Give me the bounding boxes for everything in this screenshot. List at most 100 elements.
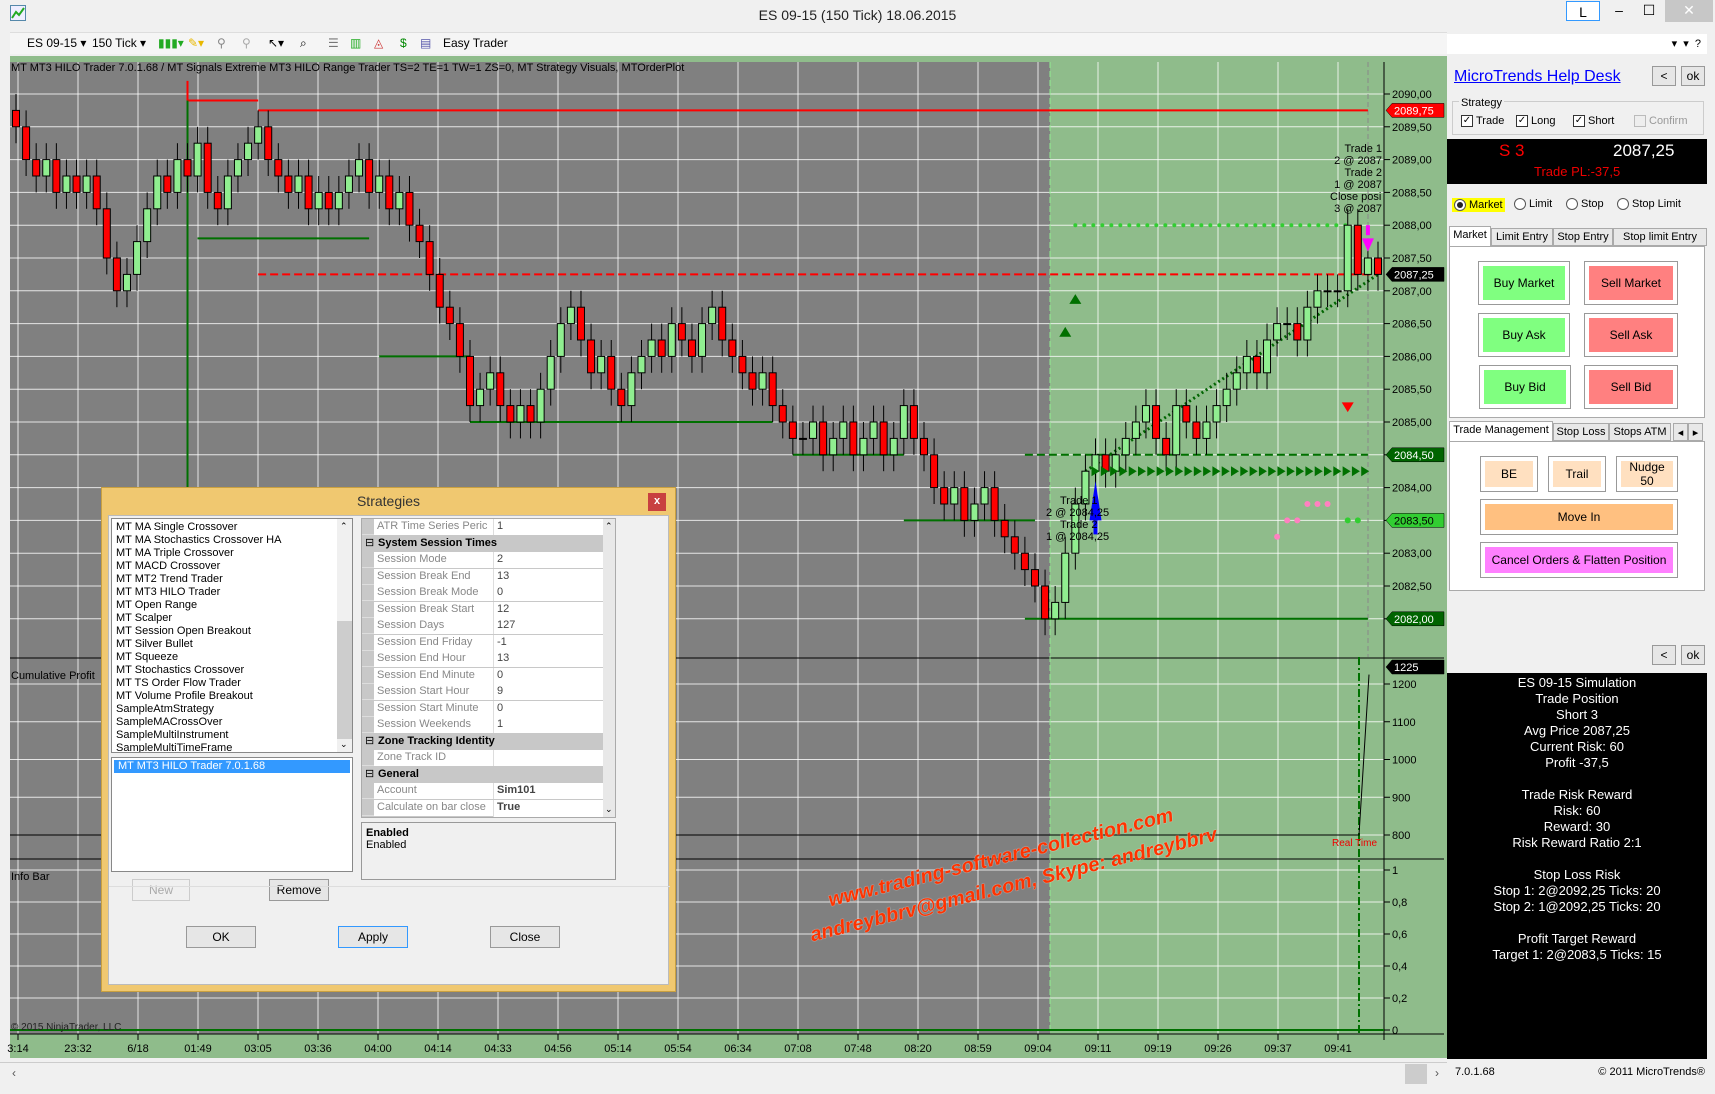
checkbox-confirm[interactable]: Confirm <box>1634 115 1688 128</box>
layout-button[interactable]: L <box>1566 1 1600 21</box>
property-row[interactable]: Session End Hour 13 <box>362 651 604 667</box>
property-value[interactable]: 1 <box>494 519 604 535</box>
chart-scrollbar[interactable]: ‹ › <box>0 1062 1447 1084</box>
property-row[interactable]: Session Break End 13 <box>362 568 604 585</box>
strategy-item[interactable]: MT MA Triple Crossover <box>116 547 234 559</box>
tab-stop-limit-entry[interactable]: Stop limit Entry <box>1613 228 1707 246</box>
active-strategy-list[interactable]: MT MT3 HILO Trader 7.0.1.68 <box>111 757 353 872</box>
strategy-item[interactable]: MT Volume Profile Breakout <box>116 690 253 702</box>
property-category[interactable]: System Session Times <box>362 535 604 552</box>
breakeven-button[interactable]: BE <box>1480 456 1538 492</box>
strategy-item[interactable]: MT Squeeze <box>116 651 179 663</box>
property-value[interactable]: 9 <box>494 684 604 700</box>
property-row[interactable]: Account Sim101 <box>362 783 604 799</box>
property-value[interactable]: 0 <box>494 667 604 684</box>
checkbox-box[interactable] <box>1634 115 1646 128</box>
property-row[interactable]: Session Break Start 12 <box>362 601 604 618</box>
tab-stop-loss[interactable]: Stop Loss <box>1553 423 1609 441</box>
strategy-item[interactable]: MT Scalper <box>116 612 173 624</box>
strategy-item[interactable]: SampleMACrossOver <box>116 716 223 728</box>
property-row[interactable]: ATR Time Series Peric 1 <box>362 519 604 535</box>
strategy-item[interactable]: MT Stochastics Crossover <box>116 664 245 676</box>
strategy-item[interactable]: MT MA Stochastics Crossover HA <box>116 534 282 546</box>
scroll-thumb[interactable] <box>337 621 352 739</box>
close-dialog-button[interactable]: Close <box>490 926 560 948</box>
radio-stop-limit[interactable]: Stop Limit <box>1617 198 1681 211</box>
property-value[interactable]: 13 <box>494 568 604 585</box>
radio-button[interactable] <box>1454 199 1466 212</box>
radio-button[interactable] <box>1514 198 1526 211</box>
minimize-button[interactable]: – <box>1615 2 1623 18</box>
radio-limit[interactable]: Limit <box>1514 198 1552 211</box>
property-value[interactable]: 12 <box>494 601 604 618</box>
nudge-button[interactable]: Nudge 50 <box>1616 456 1678 492</box>
back-button[interactable]: < <box>1652 66 1676 86</box>
property-value[interactable]: True <box>494 816 604 817</box>
tab-trade-management[interactable]: Trade Management <box>1449 421 1553 441</box>
scroll-thumb[interactable] <box>1405 1064 1427 1084</box>
help-desk-link[interactable]: MicroTrends Help Desk <box>1454 68 1621 85</box>
property-row[interactable]: Session Weekends 1 <box>362 717 604 733</box>
tab-scroll-left-icon[interactable]: ◂ <box>1673 423 1688 441</box>
strategy-item[interactable]: SampleMultiInstrument <box>116 729 229 741</box>
buy-ask-button[interactable]: Buy Ask <box>1478 313 1570 357</box>
property-value[interactable]: 0 <box>494 700 604 717</box>
zoom-in-icon[interactable]: ⚲ <box>217 36 226 50</box>
property-row[interactable]: Zone Track ID <box>362 750 604 766</box>
property-row[interactable]: EnabledTrue <box>362 816 604 817</box>
scroll-right-icon[interactable]: › <box>1435 1066 1439 1080</box>
scroll-left-icon[interactable]: ‹ <box>12 1066 16 1080</box>
property-value[interactable] <box>494 750 604 766</box>
property-value[interactable]: True <box>494 799 604 816</box>
property-value[interactable]: 127 <box>494 618 604 634</box>
remove-button[interactable]: Remove <box>269 879 329 901</box>
strategies-icon[interactable]: ◬ <box>374 36 384 50</box>
calculator-icon[interactable]: ▤ <box>420 36 432 50</box>
sell-ask-button[interactable]: Sell Ask <box>1584 313 1678 357</box>
dialog-close-icon[interactable]: x <box>648 493 666 511</box>
tab-scroll-right-icon[interactable]: ▸ <box>1688 423 1703 441</box>
strategy-list[interactable]: MT MA Single Crossover MT MA Stochastics … <box>111 518 353 753</box>
property-row[interactable]: Calculate on bar close True <box>362 799 604 816</box>
trail-button[interactable]: Trail <box>1548 456 1606 492</box>
data-box-icon[interactable]: ☰ <box>328 36 339 50</box>
instrument-selector[interactable]: ES 09-15 ▾ <box>27 36 87 50</box>
strategy-item[interactable]: MT MACD Crossover <box>116 560 221 572</box>
radio-market[interactable]: Market <box>1452 198 1505 213</box>
sell-bid-button[interactable]: Sell Bid <box>1584 365 1678 409</box>
strategy-item[interactable]: SampleAtmStrategy <box>116 703 214 715</box>
zoom-out-icon[interactable]: ⚲ <box>242 36 251 50</box>
move-in-button[interactable]: Move In <box>1480 499 1678 535</box>
buy-market-button[interactable]: Buy Market <box>1478 261 1570 305</box>
scroll-down-icon[interactable]: ⌄ <box>605 804 613 814</box>
strategy-item[interactable]: MT MT2 Trend Trader <box>116 573 223 585</box>
property-grid[interactable]: ATR Time Series Peric1System Session Tim… <box>361 518 616 818</box>
easy-trader-button[interactable]: Easy Trader <box>443 36 508 50</box>
interval-selector[interactable]: 150 Tick ▾ <box>92 36 147 50</box>
property-value[interactable]: 1 <box>494 717 604 733</box>
property-category[interactable]: General <box>362 766 604 783</box>
ok-button[interactable]: ok <box>1681 66 1705 86</box>
checkbox-box[interactable]: ✓ <box>1573 115 1585 128</box>
property-row[interactable]: Session Break Mode 0 <box>362 585 604 601</box>
scroll-up-icon[interactable]: ⌃ <box>340 521 348 531</box>
tab-limit-entry[interactable]: Limit Entry <box>1491 228 1553 246</box>
strategy-item[interactable]: MT Silver Bullet <box>116 638 193 650</box>
property-row[interactable]: Session Start Hour 9 <box>362 684 604 700</box>
close-button[interactable]: ✕ <box>1665 0 1713 22</box>
chart-style-icon[interactable]: ▮▮▮▾ <box>158 36 184 50</box>
strategy-item[interactable]: MT Session Open Breakout <box>116 625 251 637</box>
back-button-2[interactable]: < <box>1652 645 1676 665</box>
apply-button[interactable]: Apply <box>338 926 408 948</box>
new-button[interactable]: New <box>132 879 190 901</box>
property-row[interactable]: Session Days 127 <box>362 618 604 634</box>
property-row[interactable]: Session End Friday -1 <box>362 634 604 651</box>
panel-menu-icons[interactable]: ▾ ▾ ? <box>1671 38 1701 50</box>
tab-stops-atm[interactable]: Stops ATM <box>1609 423 1671 441</box>
property-category[interactable]: Zone Tracking Identity <box>362 733 604 750</box>
property-row[interactable]: Session Start Minute 0 <box>362 700 604 717</box>
maximize-button[interactable]: ☐ <box>1642 2 1656 18</box>
ok-button[interactable]: OK <box>186 926 256 948</box>
dollar-icon[interactable]: $ <box>400 36 407 50</box>
radio-button[interactable] <box>1617 198 1629 211</box>
